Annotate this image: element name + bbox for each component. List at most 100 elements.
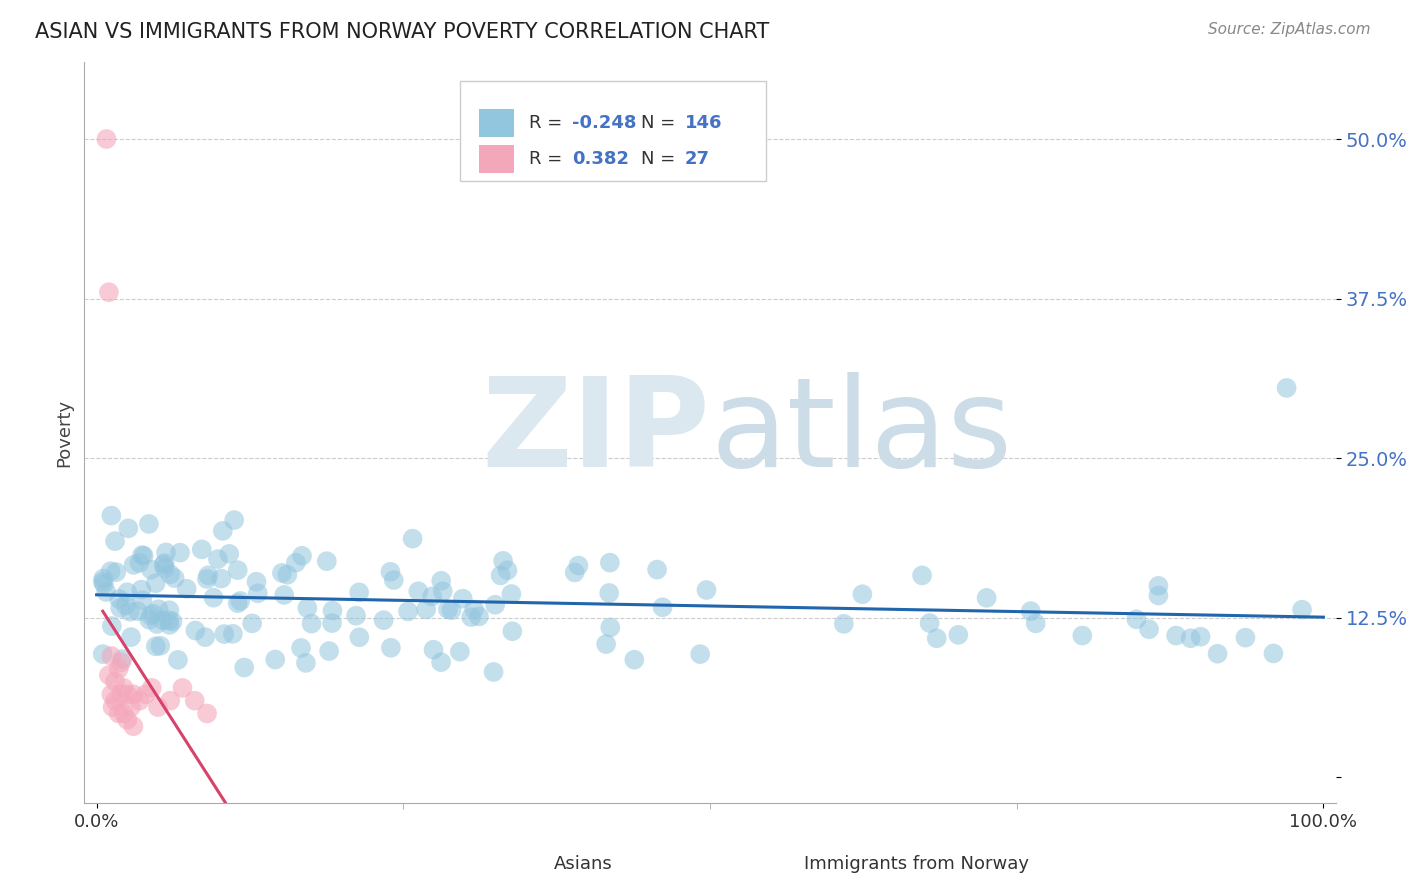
Point bbox=[190, 542, 212, 557]
Point bbox=[468, 609, 491, 624]
Point bbox=[420, 590, 443, 604]
Point bbox=[91, 572, 114, 586]
Point bbox=[415, 602, 437, 616]
Point bbox=[152, 558, 174, 572]
Point bbox=[489, 568, 512, 582]
Point bbox=[832, 616, 855, 631]
Point bbox=[224, 513, 246, 527]
Point bbox=[564, 566, 586, 580]
Point bbox=[122, 558, 145, 572]
Point bbox=[139, 608, 162, 623]
Point bbox=[145, 576, 167, 591]
Point bbox=[437, 602, 460, 616]
Point bbox=[229, 594, 252, 608]
Point bbox=[93, 577, 115, 591]
Point bbox=[153, 561, 176, 575]
Point bbox=[218, 547, 240, 561]
Point bbox=[176, 582, 198, 596]
Text: atlas: atlas bbox=[710, 372, 1012, 493]
Point bbox=[122, 719, 145, 733]
Point bbox=[451, 591, 474, 606]
Point bbox=[401, 532, 423, 546]
Point bbox=[301, 616, 323, 631]
Point bbox=[1263, 647, 1285, 661]
Point bbox=[101, 700, 124, 714]
Text: 0.382: 0.382 bbox=[572, 150, 630, 168]
Point bbox=[1071, 628, 1094, 642]
Point bbox=[695, 582, 717, 597]
Point bbox=[373, 613, 395, 627]
Point bbox=[91, 647, 114, 661]
Point bbox=[222, 627, 245, 641]
Point bbox=[264, 652, 287, 666]
Point bbox=[226, 563, 249, 577]
Point bbox=[349, 630, 371, 644]
Point bbox=[948, 628, 970, 642]
Point bbox=[141, 681, 163, 695]
Bar bbox=[478, 145, 513, 173]
Point bbox=[689, 647, 711, 661]
Point bbox=[122, 687, 145, 701]
Point bbox=[131, 593, 153, 607]
Point bbox=[148, 602, 170, 616]
Point bbox=[651, 600, 673, 615]
Point bbox=[112, 681, 135, 695]
Point bbox=[1291, 603, 1313, 617]
Point bbox=[159, 694, 181, 708]
Point bbox=[432, 584, 454, 599]
Point bbox=[104, 534, 127, 549]
Point bbox=[623, 653, 645, 667]
Text: Asians: Asians bbox=[554, 855, 613, 873]
Point bbox=[117, 687, 139, 701]
Point bbox=[318, 644, 340, 658]
Point bbox=[108, 601, 131, 615]
Point bbox=[449, 645, 471, 659]
Point bbox=[159, 617, 181, 632]
Point bbox=[918, 616, 941, 631]
Point bbox=[245, 574, 267, 589]
Point bbox=[422, 642, 444, 657]
Point bbox=[1180, 632, 1202, 646]
Point bbox=[97, 668, 120, 682]
Point bbox=[117, 713, 139, 727]
Text: R =: R = bbox=[529, 150, 568, 168]
Point bbox=[157, 613, 180, 627]
FancyBboxPatch shape bbox=[460, 81, 766, 181]
Point bbox=[321, 616, 343, 631]
Point bbox=[100, 687, 122, 701]
Text: R =: R = bbox=[529, 114, 568, 132]
Point bbox=[146, 700, 169, 714]
Point bbox=[195, 572, 218, 586]
Point bbox=[104, 674, 127, 689]
Point bbox=[108, 592, 131, 607]
Point bbox=[233, 660, 256, 674]
Point bbox=[501, 624, 523, 639]
Point bbox=[291, 549, 314, 563]
Point bbox=[976, 591, 998, 605]
Point bbox=[599, 620, 621, 634]
Point bbox=[104, 694, 127, 708]
Bar bbox=[779, 853, 810, 879]
Point bbox=[115, 599, 138, 613]
Point bbox=[141, 563, 163, 577]
Point bbox=[1025, 616, 1047, 631]
Point bbox=[142, 607, 165, 621]
Point bbox=[118, 605, 141, 619]
Point bbox=[246, 586, 269, 600]
Point bbox=[212, 627, 235, 641]
Point bbox=[127, 604, 149, 618]
Point bbox=[460, 610, 482, 624]
Point bbox=[146, 616, 169, 631]
Point bbox=[128, 694, 150, 708]
Point bbox=[207, 552, 229, 566]
Point bbox=[184, 624, 207, 638]
Point bbox=[295, 656, 318, 670]
Point bbox=[117, 585, 139, 599]
Point bbox=[163, 571, 186, 585]
Point bbox=[112, 706, 135, 721]
Point bbox=[463, 602, 485, 616]
Point bbox=[167, 653, 190, 667]
Text: 27: 27 bbox=[685, 150, 710, 168]
Text: 146: 146 bbox=[685, 114, 723, 132]
Point bbox=[105, 565, 128, 579]
